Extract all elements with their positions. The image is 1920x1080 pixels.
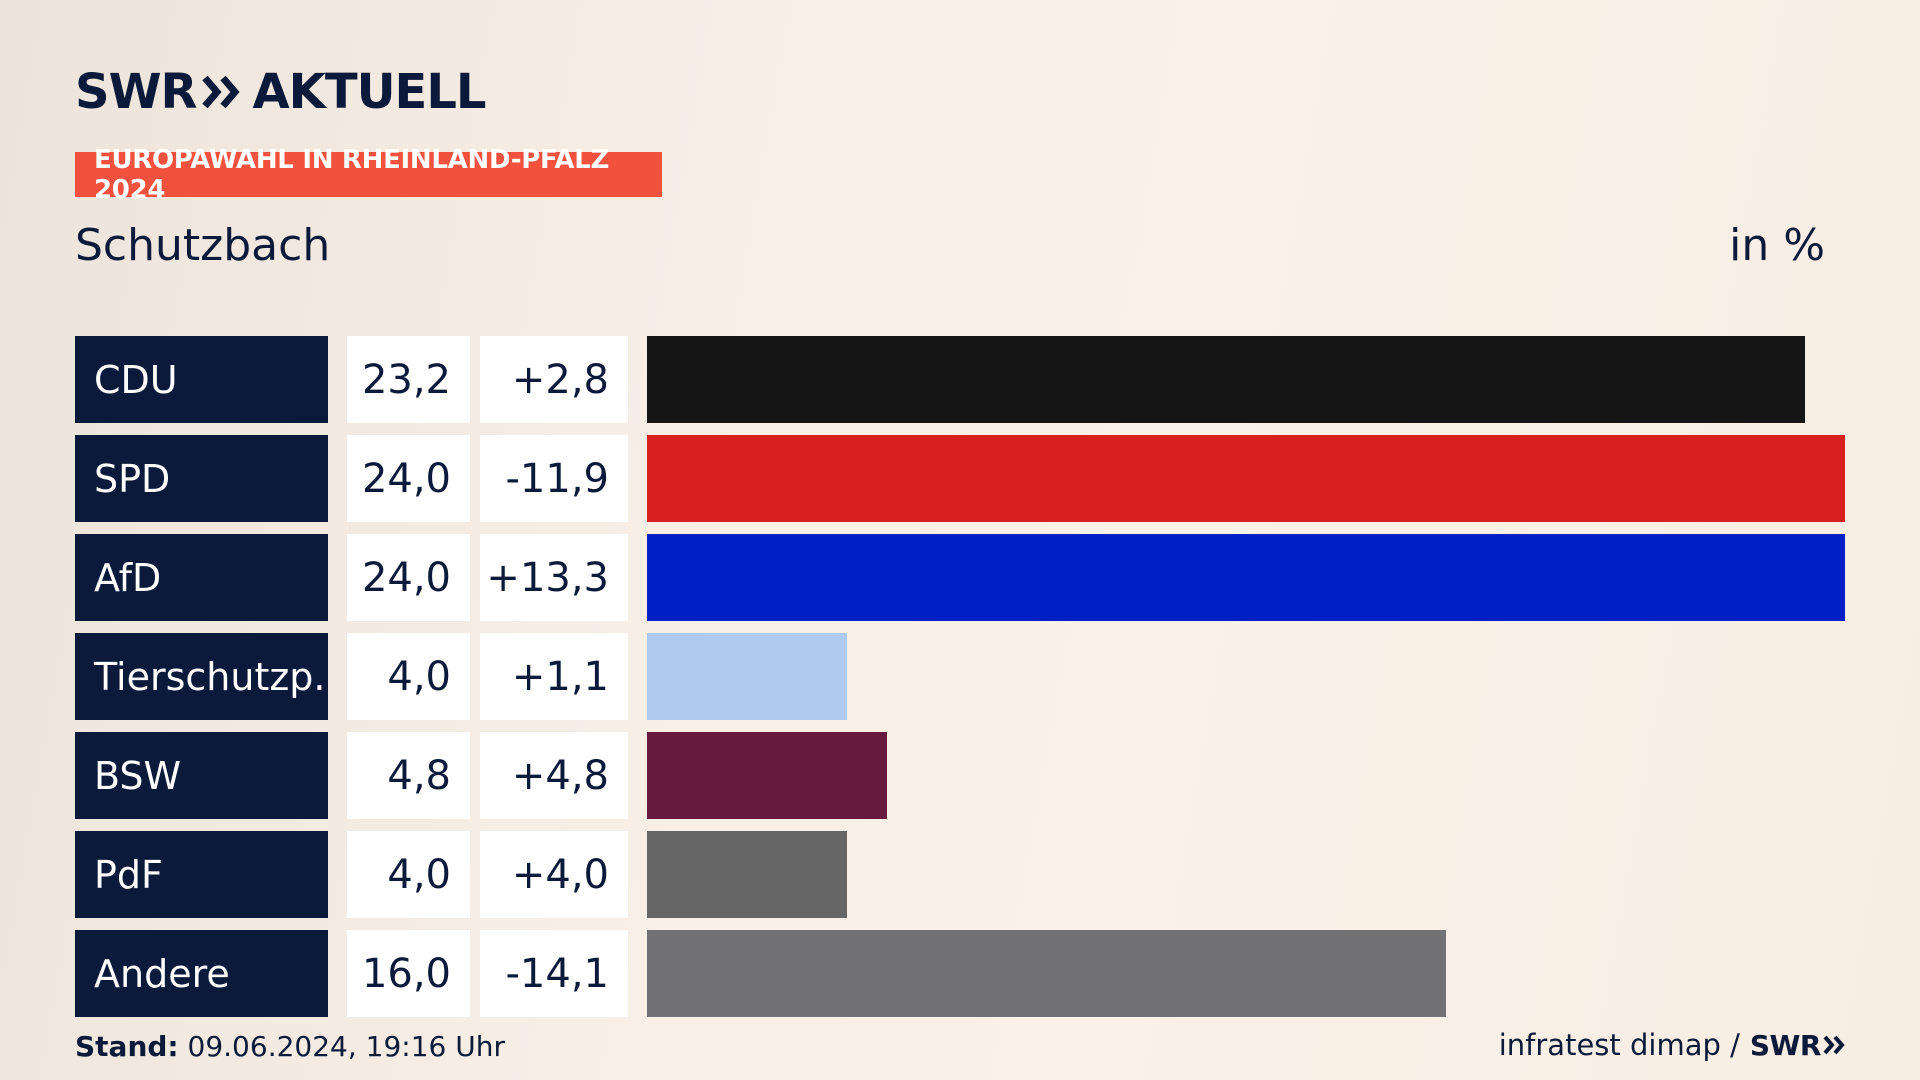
diff-label: +4,8 (480, 732, 628, 819)
diff-label: +4,0 (480, 831, 628, 918)
party-label: Tierschutzp. (75, 633, 328, 720)
diff-label: +1,1 (480, 633, 628, 720)
party-label: SPD (75, 435, 328, 522)
bar (647, 435, 1845, 522)
party-label: Andere (75, 930, 328, 1017)
bar (647, 633, 847, 720)
bar (647, 831, 847, 918)
timestamp: Stand: 09.06.2024, 19:16 Uhr (75, 1030, 505, 1063)
value-label: 4,0 (347, 633, 470, 720)
value-label: 24,0 (347, 435, 470, 522)
source-credit: infratest dimap / SWR (1499, 1028, 1845, 1062)
bar (647, 336, 1805, 423)
diff-label: +2,8 (480, 336, 628, 423)
value-label: 4,8 (347, 732, 470, 819)
value-label: 23,2 (347, 336, 470, 423)
logo-suffix: AKTUELL (252, 64, 486, 120)
footer-brand: SWR (1749, 1028, 1822, 1062)
party-label: AfD (75, 534, 328, 621)
bar (647, 534, 1845, 621)
diff-label: -11,9 (480, 435, 628, 522)
value-label: 16,0 (347, 930, 470, 1017)
party-label: CDU (75, 336, 328, 423)
diff-label: -14,1 (480, 930, 628, 1017)
source-text: infratest dimap / (1498, 1028, 1740, 1062)
diff-label: +13,3 (480, 534, 628, 621)
stand-label: Stand: (75, 1030, 179, 1063)
place-title: Schutzbach (75, 220, 331, 271)
bar (647, 732, 887, 819)
bar (647, 930, 1446, 1017)
unit-label: in % (1729, 220, 1825, 271)
election-tag: EUROPAWAHL IN RHEINLAND-PFALZ 2024 (75, 145, 662, 205)
logo-brand: SWR (75, 64, 197, 120)
double-chevron-small-icon (1823, 1035, 1845, 1055)
party-label: PdF (75, 831, 328, 918)
swr-aktuell-logo: SWR AKTUELL (75, 64, 487, 120)
stand-value: 09.06.2024, 19:16 Uhr (187, 1030, 505, 1063)
value-label: 24,0 (347, 534, 470, 621)
party-label: BSW (75, 732, 328, 819)
double-chevron-icon (202, 75, 241, 109)
value-label: 4,0 (347, 831, 470, 918)
